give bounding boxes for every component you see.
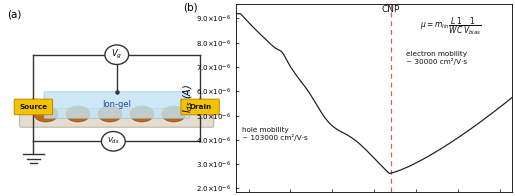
- FancyBboxPatch shape: [181, 99, 219, 115]
- Ellipse shape: [162, 106, 186, 122]
- Text: Source: Source: [20, 104, 47, 110]
- Text: $V_g$: $V_g$: [111, 48, 123, 61]
- Text: Drain: Drain: [189, 104, 211, 110]
- Ellipse shape: [34, 106, 58, 122]
- Circle shape: [101, 132, 125, 151]
- FancyBboxPatch shape: [44, 92, 190, 118]
- Circle shape: [105, 45, 129, 64]
- Text: hole mobility
~ 103000 cm²/V·s: hole mobility ~ 103000 cm²/V·s: [242, 127, 307, 141]
- Text: (b): (b): [183, 2, 198, 12]
- Ellipse shape: [98, 106, 122, 122]
- Text: (a): (a): [7, 10, 22, 20]
- Text: CNP: CNP: [382, 5, 400, 14]
- Y-axis label: $I_{ds}$ (A): $I_{ds}$ (A): [181, 83, 195, 113]
- Text: electron mobility
~ 30000 cm²/V·s: electron mobility ~ 30000 cm²/V·s: [406, 51, 467, 65]
- FancyBboxPatch shape: [14, 99, 53, 115]
- FancyBboxPatch shape: [20, 108, 214, 127]
- Text: Ion-gel: Ion-gel: [102, 101, 131, 109]
- Ellipse shape: [130, 106, 154, 122]
- Ellipse shape: [66, 106, 90, 122]
- Text: $\mu = m_{lin}\dfrac{L}{W}\dfrac{1}{C}\dfrac{1}{V_{bias}}$: $\mu = m_{lin}\dfrac{L}{W}\dfrac{1}{C}\d…: [420, 15, 482, 37]
- Text: $V_{ds}$: $V_{ds}$: [107, 136, 119, 146]
